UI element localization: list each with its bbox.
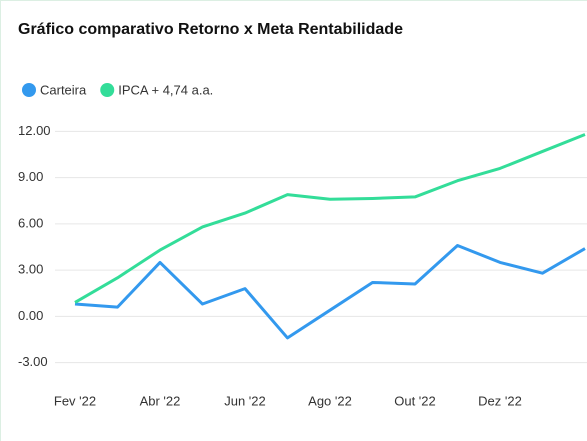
x-tick-label: Abr '22 bbox=[140, 393, 181, 408]
y-tick-label: 6.00 bbox=[18, 215, 43, 230]
legend-marker bbox=[100, 83, 115, 97]
y-tick-label: 9.00 bbox=[18, 169, 43, 184]
y-tick-label: -3.00 bbox=[18, 354, 48, 369]
y-tick-label: 3.00 bbox=[18, 262, 43, 277]
series-line bbox=[74, 133, 586, 304]
x-tick-label: Fev '22 bbox=[54, 393, 96, 408]
x-tick-label: Dez '22 bbox=[478, 393, 522, 408]
legend-marker bbox=[22, 83, 36, 97]
x-tick-label: Ago '22 bbox=[308, 393, 352, 408]
legend-label: Carteira bbox=[40, 82, 87, 97]
chart-title: Gráfico comparativo Retorno x Meta Renta… bbox=[18, 21, 403, 38]
y-tick-label: 12.00 bbox=[18, 123, 51, 138]
y-tick-label: 0.00 bbox=[18, 308, 43, 323]
x-tick-label: Out '22 bbox=[394, 393, 436, 408]
series-line bbox=[74, 243, 586, 340]
legend-label: IPCA + 4,74 a.a. bbox=[118, 82, 213, 97]
x-tick-label: Jun '22 bbox=[224, 393, 266, 408]
